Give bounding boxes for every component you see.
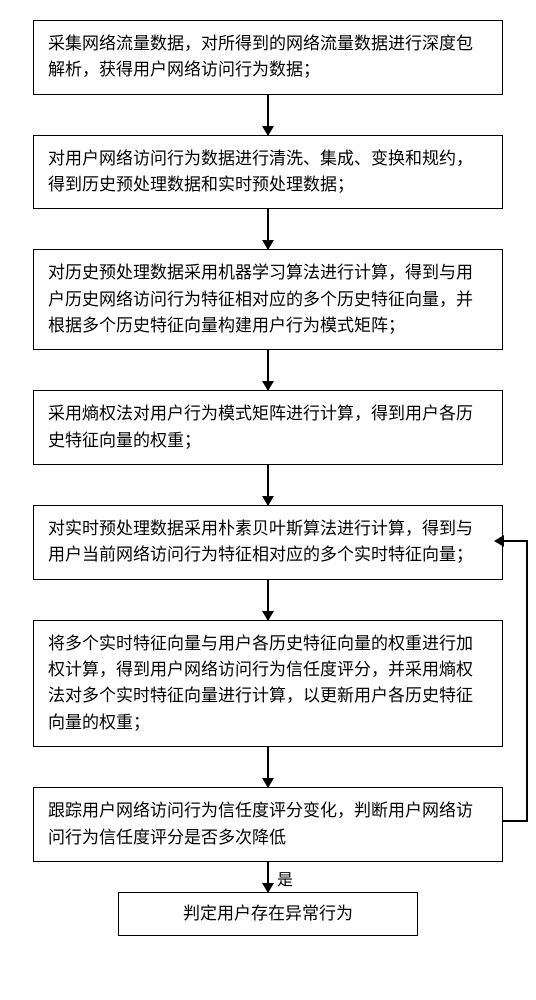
- step-box-7: 跟踪用户网络访问行为信任度评分变化，判断用户网络访问行为信任度评分是否多次降低: [33, 787, 503, 862]
- step-box-3: 对历史预处理数据采用机器学习算法进行计算，得到与用户历史网络访问行为特征相对应的…: [33, 249, 503, 350]
- arrow-6: [267, 747, 269, 787]
- step-box-6: 将多个实时特征向量与用户各历史特征向量的权重进行加权计算，得到用户网络访问行为信…: [33, 620, 503, 747]
- decision-yes-label: 是: [277, 866, 293, 890]
- arrow-2: [267, 209, 269, 249]
- step-box-2: 对用户网络访问行为数据进行清洗、集成、变换和规约，得到历史预处理数据和实时预处理…: [33, 135, 503, 210]
- feedback-line: [508, 505, 528, 862]
- step-box-4: 采用熵权法对用户行为模式矩阵进行计算，得到用户各历史特征向量的权重；: [33, 390, 503, 465]
- feedback-loop-region: 对实时预处理数据采用朴素贝叶斯算法进行计算，得到与用户当前网络访问行为特征相对应…: [18, 505, 518, 862]
- step-box-5: 对实时预处理数据采用朴素贝叶斯算法进行计算，得到与用户当前网络访问行为特征相对应…: [33, 505, 503, 580]
- step-box-final: 判定用户存在异常行为: [118, 892, 418, 936]
- arrow-4: [267, 465, 269, 505]
- arrow-1: [267, 95, 269, 135]
- flowchart-root: 采集网络流量数据，对所得到的网络流量数据进行深度包解析，获得用户网络访问行为数据…: [18, 20, 518, 936]
- arrow-5: [267, 580, 269, 620]
- arrow-7: 是: [267, 862, 269, 892]
- arrow-3: [267, 350, 269, 390]
- step-box-1: 采集网络流量数据，对所得到的网络流量数据进行深度包解析，获得用户网络访问行为数据…: [33, 20, 503, 95]
